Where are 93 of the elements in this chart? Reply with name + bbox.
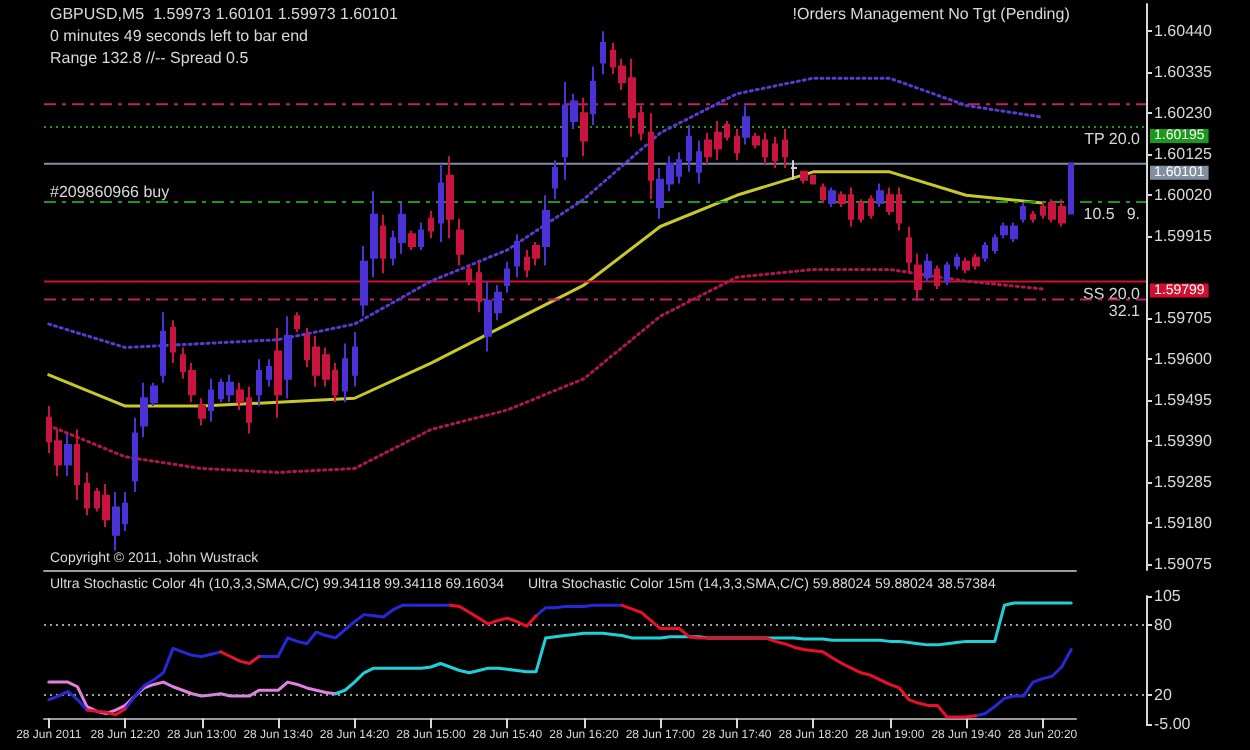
candlestick bbox=[772, 135, 778, 169]
y-tick-label: 1.59180 bbox=[1154, 514, 1213, 533]
candlestick bbox=[868, 194, 874, 220]
candlestick bbox=[828, 186, 836, 208]
annotation: 9. bbox=[1126, 204, 1140, 223]
candlestick bbox=[1030, 209, 1036, 224]
candlestick bbox=[580, 96, 588, 158]
candlestick bbox=[456, 217, 464, 267]
annotation: SS 20.0 bbox=[1083, 284, 1142, 303]
line-series bbox=[333, 601, 1073, 696]
y-tick-label: 1.60020 bbox=[1154, 186, 1213, 205]
candlestick bbox=[800, 170, 808, 185]
y-tick-label: 80 bbox=[1154, 616, 1173, 635]
candlestick bbox=[418, 221, 424, 251]
candlestick bbox=[274, 326, 282, 419]
candlestick bbox=[256, 358, 262, 408]
y-tick-label: 1.59075 bbox=[1154, 555, 1213, 574]
candlestick bbox=[600, 30, 606, 76]
candlestick bbox=[914, 252, 922, 302]
candlestick bbox=[342, 342, 348, 404]
candlestick bbox=[696, 139, 702, 185]
candlestick bbox=[686, 124, 692, 173]
y-tick-label: 1.59600 bbox=[1154, 350, 1213, 369]
y-tick-label: 1.59705 bbox=[1154, 309, 1213, 328]
candlestick bbox=[924, 252, 932, 283]
y-tick-label: -5.00 bbox=[1154, 715, 1192, 733]
candlestick bbox=[1020, 202, 1026, 224]
annotation: 32.1 bbox=[1108, 302, 1142, 321]
candlestick bbox=[132, 416, 138, 493]
candlestick bbox=[648, 112, 654, 201]
annotation: TP 20.0 bbox=[1084, 129, 1142, 148]
candlestick bbox=[352, 330, 358, 388]
candlestick bbox=[906, 225, 912, 275]
line-series bbox=[47, 680, 337, 716]
candlestick bbox=[266, 358, 272, 388]
candlestick bbox=[428, 209, 434, 240]
candlestick bbox=[466, 264, 472, 287]
candlestick bbox=[944, 260, 950, 287]
candlestick bbox=[74, 428, 80, 501]
y-tick-label: 1.59390 bbox=[1154, 432, 1213, 451]
candlestick bbox=[476, 260, 482, 314]
candlestick bbox=[734, 127, 740, 162]
candlestick bbox=[820, 182, 826, 205]
y-tick-label: 1.59915 bbox=[1154, 227, 1213, 246]
candlestick bbox=[542, 194, 550, 267]
annotation: Range 132.8 //-- Spread 0.5 bbox=[50, 49, 250, 67]
candlestick bbox=[294, 311, 300, 333]
candlestick bbox=[982, 241, 988, 263]
candlestick bbox=[84, 471, 90, 517]
candlestick bbox=[876, 182, 884, 208]
candlestick bbox=[514, 233, 520, 279]
y-tick-label: 20 bbox=[1154, 685, 1173, 704]
candlestick bbox=[992, 233, 998, 255]
annotation: 10.5 bbox=[1083, 204, 1116, 223]
candlestick bbox=[102, 483, 110, 529]
y-tick-label: 1.59495 bbox=[1154, 391, 1213, 410]
y-tick-label: 1.60335 bbox=[1154, 63, 1213, 82]
y-tick-label: 1.60230 bbox=[1154, 104, 1213, 123]
candlestick bbox=[360, 245, 368, 318]
candlestick bbox=[552, 159, 558, 201]
y-tick-label: 1.60125 bbox=[1154, 145, 1213, 164]
candlestick bbox=[790, 159, 798, 181]
candlestick bbox=[170, 319, 176, 365]
candlestick bbox=[160, 311, 166, 384]
y-tick-label: 1.60440 bbox=[1154, 22, 1213, 41]
candlestick bbox=[742, 104, 750, 146]
line-series bbox=[47, 76, 1045, 349]
candlestick bbox=[370, 190, 378, 279]
candlestick bbox=[438, 163, 444, 244]
candlestick bbox=[590, 65, 596, 127]
candlestick bbox=[112, 490, 120, 552]
candlestick bbox=[198, 397, 206, 427]
candlestick bbox=[208, 377, 214, 423]
chart-subtitle: !Orders Management No Tgt (Pending) bbox=[792, 5, 1071, 23]
candlestick bbox=[64, 432, 72, 478]
annotation: 0 minutes 49 seconds left to bar end bbox=[50, 27, 308, 45]
chart-title: GBPUSD,M5 1.59973 1.60101 1.59973 1.60101 bbox=[50, 5, 399, 23]
candlestick bbox=[380, 213, 386, 275]
y-tick-label: 1.59285 bbox=[1154, 473, 1213, 492]
candlestick bbox=[504, 260, 510, 294]
candlestick bbox=[1068, 162, 1074, 215]
candlestick bbox=[782, 127, 788, 169]
y-tick-label: 105 bbox=[1154, 587, 1182, 605]
ref-line-label: #209860966 buy bbox=[50, 182, 170, 201]
candlestick bbox=[408, 229, 416, 251]
candlestick bbox=[446, 155, 454, 240]
candlestick bbox=[954, 252, 960, 271]
candlestick bbox=[858, 198, 864, 224]
candlestick bbox=[226, 373, 234, 404]
line-series bbox=[47, 267, 1045, 474]
line-series bbox=[47, 170, 1045, 408]
candlestick bbox=[934, 264, 940, 290]
candlestick bbox=[284, 315, 292, 400]
